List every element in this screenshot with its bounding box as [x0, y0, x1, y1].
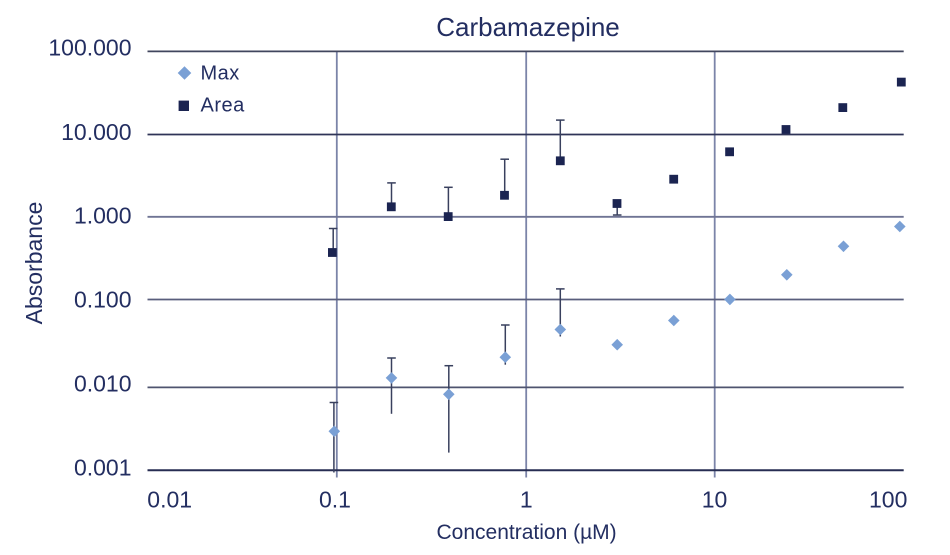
svg-text:Carbamazepine: Carbamazepine	[436, 12, 620, 42]
svg-text:0.010: 0.010	[74, 371, 132, 397]
svg-text:0.1: 0.1	[319, 487, 351, 513]
svg-text:10: 10	[702, 487, 728, 513]
svg-text:10.000: 10.000	[61, 119, 131, 145]
svg-text:0.100: 0.100	[74, 287, 132, 313]
svg-text:1.000: 1.000	[74, 203, 132, 229]
svg-text:1: 1	[520, 487, 533, 513]
svg-text:0.01: 0.01	[147, 487, 192, 513]
svg-text:100: 100	[869, 487, 907, 513]
svg-text:Max: Max	[201, 63, 240, 85]
svg-text:0.001: 0.001	[74, 454, 132, 480]
svg-text:Concentration (µM): Concentration (µM)	[437, 521, 617, 544]
svg-text:Absorbance: Absorbance	[21, 202, 47, 325]
svg-text:Area: Area	[201, 95, 246, 117]
svg-text:100.000: 100.000	[48, 35, 131, 61]
